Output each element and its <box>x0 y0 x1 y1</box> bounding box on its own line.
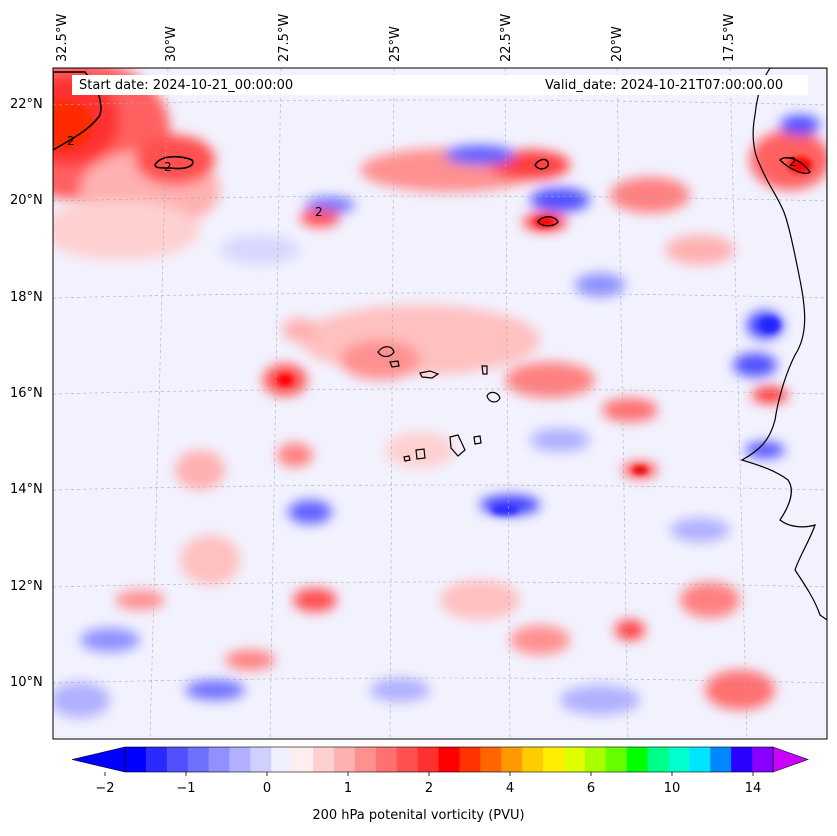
lon-label: 27.5°W <box>277 13 292 62</box>
colorbar-frame <box>124 746 774 773</box>
colorbar-segment <box>125 747 147 772</box>
lon-label: 25°W <box>388 26 403 62</box>
colorbar-segment <box>668 747 690 772</box>
lon-label: 32.5°W <box>55 13 70 62</box>
map-frame <box>52 67 828 740</box>
colorbar-tick-label: −2 <box>95 781 115 796</box>
colorbar-segment <box>522 747 544 772</box>
colorbar-segment <box>752 747 774 772</box>
colorbar-tick-label: −1 <box>176 781 196 796</box>
colorbar-segment <box>375 747 398 772</box>
colorbar-segment <box>501 747 523 772</box>
colorbar-tick-label: 0 <box>262 781 272 796</box>
colorbar-segment <box>731 747 753 772</box>
colorbar-tick-label: 14 <box>744 781 762 796</box>
colorbar-segment <box>334 747 356 772</box>
colorbar-segment <box>563 747 586 772</box>
contour-label: 2 <box>789 155 797 169</box>
colorbar-segment <box>626 747 649 772</box>
colorbar-segment <box>396 747 419 772</box>
colorbar-tick-label: 10 <box>663 781 681 796</box>
colorbar-segment <box>271 747 293 772</box>
colorbar-segment <box>480 747 502 772</box>
colorbar-segment <box>166 747 189 772</box>
colorbar-segment <box>459 747 481 772</box>
map-field <box>53 68 827 739</box>
colorbar-tick-label: 6 <box>586 781 596 796</box>
colorbar-tick-label: 2 <box>424 781 434 796</box>
colorbar-segment <box>710 747 732 772</box>
colorbar-segment <box>438 747 460 772</box>
colorbar-segment <box>250 747 272 772</box>
date-banner <box>72 75 808 95</box>
lat-label: 10°N <box>10 675 43 690</box>
lon-label: 30°W <box>164 26 179 62</box>
lat-label: 20°N <box>10 193 43 208</box>
contour-label: 2 <box>315 205 323 219</box>
lat-label: 22°N <box>10 97 43 112</box>
colorbar-segment <box>313 747 335 772</box>
colorbar-segment <box>229 747 251 772</box>
colorbar-segment <box>292 747 314 772</box>
colorbar-tick-label: 1 <box>343 781 353 796</box>
valid-date-label: Valid_date: 2024-10-21T07:00:00.00 <box>545 78 784 93</box>
lon-label: 22.5°W <box>499 13 514 62</box>
colorbar-segment <box>208 747 231 772</box>
colorbar-segment <box>187 747 210 772</box>
colorbar-under-arrow <box>71 746 126 773</box>
colorbar-segment <box>417 747 440 772</box>
colorbar-tick-label: 4 <box>505 781 515 796</box>
colorbar-segment <box>354 747 377 772</box>
contour-label: 2 <box>67 134 75 148</box>
colorbar-segment <box>584 747 607 772</box>
colorbar-segment <box>145 747 168 772</box>
colorbar-over-arrow <box>772 746 809 773</box>
colorbar-segment <box>689 747 711 772</box>
lon-label: 17.5°W <box>722 13 737 62</box>
colorbar-segment <box>543 747 565 772</box>
lat-label: 16°N <box>10 386 43 401</box>
colorbar-title: 200 hPa potenital vorticity (PVU) <box>312 808 525 823</box>
lat-label: 12°N <box>10 579 43 594</box>
contour-label: 2 <box>164 160 172 174</box>
start-date-label: Start date: 2024-10-21_00:00:00 <box>79 78 294 93</box>
colorbar-segment <box>647 747 669 772</box>
colorbar <box>71 746 809 776</box>
colorbar-segment <box>605 747 628 772</box>
lat-label: 14°N <box>10 482 43 497</box>
lon-label: 20°W <box>610 26 625 62</box>
lat-label: 18°N <box>10 290 43 305</box>
